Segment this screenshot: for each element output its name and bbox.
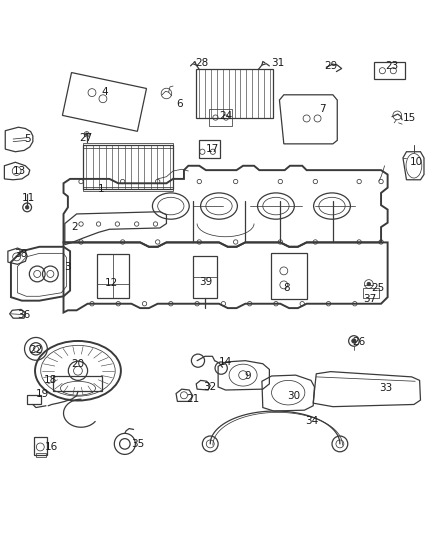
Text: 27: 27 xyxy=(79,133,92,143)
Text: 20: 20 xyxy=(71,359,85,369)
Bar xyxy=(193,256,217,298)
Text: 1: 1 xyxy=(97,184,104,194)
Text: 22: 22 xyxy=(29,345,42,355)
Text: 17: 17 xyxy=(206,144,219,154)
Text: 21: 21 xyxy=(186,394,199,404)
Text: 14: 14 xyxy=(219,357,232,367)
Text: 24: 24 xyxy=(219,111,232,122)
Circle shape xyxy=(25,206,29,209)
Bar xyxy=(199,140,220,158)
Text: 2: 2 xyxy=(71,222,78,232)
Text: 35: 35 xyxy=(131,439,145,449)
Text: 34: 34 xyxy=(305,416,318,426)
Text: 30: 30 xyxy=(287,391,300,401)
Bar xyxy=(34,437,47,455)
Bar xyxy=(83,187,173,191)
Text: 15: 15 xyxy=(403,114,416,124)
Text: 33: 33 xyxy=(379,383,392,393)
Text: 23: 23 xyxy=(385,61,399,71)
Text: 36: 36 xyxy=(18,310,31,320)
Text: 4: 4 xyxy=(102,87,109,97)
Text: 29: 29 xyxy=(324,61,337,71)
Bar xyxy=(209,109,232,126)
Text: 37: 37 xyxy=(364,294,377,304)
Text: 16: 16 xyxy=(45,442,58,452)
Bar xyxy=(83,145,173,189)
Text: 7: 7 xyxy=(318,104,325,114)
Text: 39: 39 xyxy=(199,277,212,287)
Bar xyxy=(53,376,102,391)
Text: 11: 11 xyxy=(22,193,35,203)
Text: 32: 32 xyxy=(204,382,217,392)
Text: 3: 3 xyxy=(64,262,71,272)
Text: 6: 6 xyxy=(176,99,183,109)
Text: 9: 9 xyxy=(244,371,251,381)
Bar xyxy=(83,143,173,148)
Text: 38: 38 xyxy=(14,249,28,259)
Bar xyxy=(363,288,379,298)
Bar xyxy=(196,69,273,118)
Bar xyxy=(36,453,46,457)
Circle shape xyxy=(352,339,356,343)
Text: 12: 12 xyxy=(105,278,118,288)
Text: 19: 19 xyxy=(36,389,49,399)
Text: 5: 5 xyxy=(24,134,31,144)
Bar xyxy=(271,253,307,300)
Text: 31: 31 xyxy=(272,58,285,68)
Text: 25: 25 xyxy=(371,282,384,293)
Bar xyxy=(27,395,41,405)
Text: 26: 26 xyxy=(353,337,366,347)
Circle shape xyxy=(85,133,88,135)
Bar xyxy=(63,72,146,131)
Text: 18: 18 xyxy=(44,375,57,384)
Text: 8: 8 xyxy=(283,284,290,293)
Text: 13: 13 xyxy=(13,166,26,176)
Bar xyxy=(97,254,129,298)
Text: 28: 28 xyxy=(195,58,208,68)
Text: 10: 10 xyxy=(410,157,423,167)
Bar xyxy=(374,62,405,79)
Circle shape xyxy=(367,282,371,286)
